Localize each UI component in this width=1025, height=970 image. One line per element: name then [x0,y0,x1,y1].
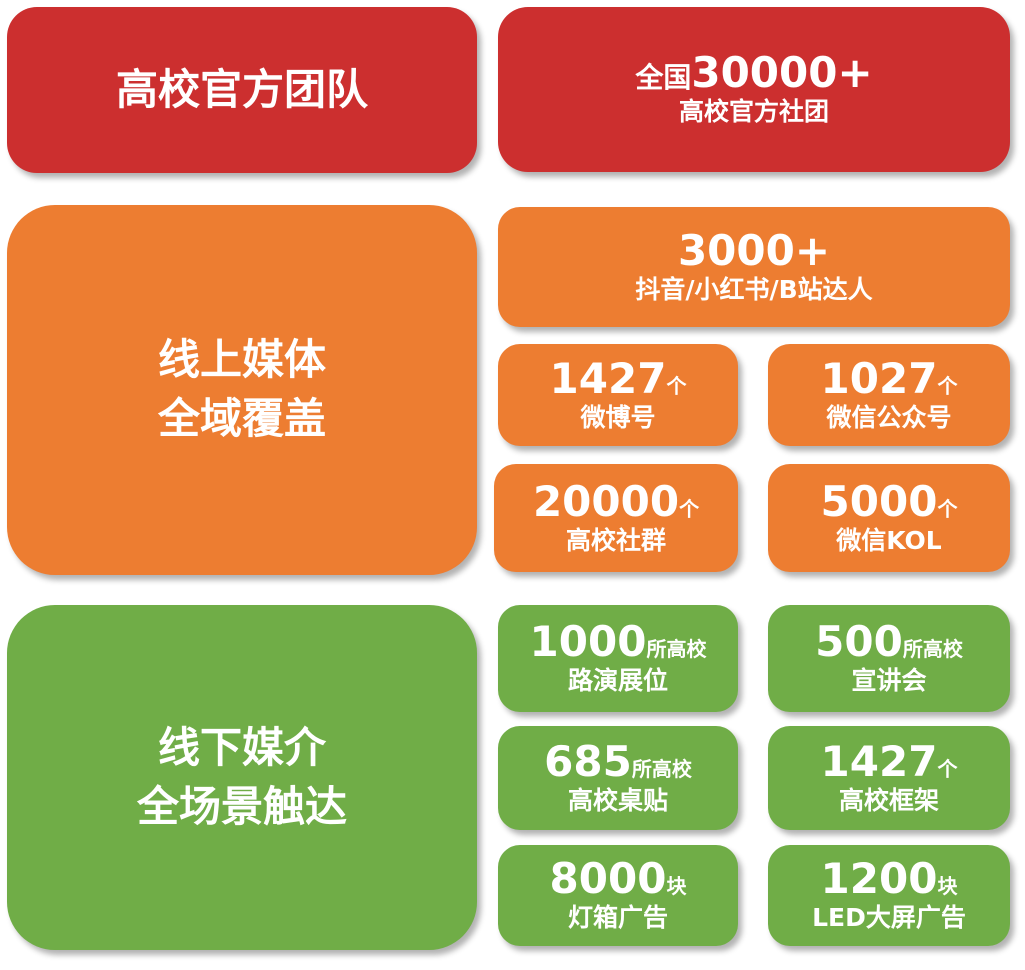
stat-label: 抖音/小红书/B站达人 [635,274,873,304]
stat-number: 1200 [820,854,938,904]
team-title: 高校官方团队 [115,64,368,114]
offline-stat-2: 685所高校 高校桌贴 [498,726,738,830]
stat-label: 高校社群 [565,525,666,555]
offline-stat-0: 1000所高校 路演展位 [498,605,738,712]
stat-number: 685 [544,736,632,786]
team-prefix: 全国 [635,61,692,95]
team-label: 高校官方社团 [678,97,829,127]
online-title-box: 线上媒体 全域覆盖 [7,205,477,575]
stat-number: 5000 [820,476,938,526]
stat-label: 宣讲会 [851,666,927,696]
stat-unit: 个 [937,756,958,781]
stat-unit: 个 [937,496,958,521]
team-stat-box: 全国30000+ 高校官方社团 [498,7,1010,172]
stat-label: LED大屏广告 [812,903,966,933]
online-stat-2: 1027个 微信公众号 [768,344,1010,446]
stat-unit: 所高校 [631,756,692,781]
online-stat-4: 5000个 微信KOL [768,464,1010,572]
stat-label: 微信公众号 [826,402,952,432]
stat-unit: 块 [937,874,958,899]
offline-title-line1: 线下媒介 [157,722,326,772]
team-number: 30000+ [691,48,873,98]
stat-unit: 个 [937,373,958,398]
team-title-box: 高校官方团队 [7,7,477,173]
online-stat-0: 3000+ 抖音/小红书/B站达人 [498,207,1010,327]
stat-number: 1000 [529,617,647,667]
online-title-line2: 全域覆盖 [157,394,326,443]
stat-label: 高校桌贴 [567,785,668,815]
stat-number: 8000 [549,854,667,904]
stat-number: 1027 [820,353,938,403]
stat-unit: 个 [666,373,687,398]
offline-title-line2: 全场景触达 [136,781,347,831]
online-title-line1: 线上媒体 [157,335,326,385]
stat-label: 高校框架 [838,785,939,815]
offline-stat-5: 1200块 LED大屏广告 [768,845,1010,946]
stat-label: 微博号 [580,402,656,432]
stat-number: 500 [815,617,903,667]
stat-label: 路演展位 [567,666,668,696]
stat-number: 1427 [820,736,938,786]
online-stat-3: 20000个 高校社群 [494,464,738,572]
stat-number: 20000 [532,476,680,526]
offline-stat-3: 1427个 高校框架 [768,726,1010,830]
stat-label: 灯箱广告 [567,903,668,933]
stat-unit: 所高校 [902,637,963,662]
stat-unit: 所高校 [646,637,707,662]
stat-number: 1427 [549,353,667,403]
offline-stat-1: 500所高校 宣讲会 [768,605,1010,712]
stat-label: 微信KOL [836,525,942,555]
offline-stat-4: 8000块 灯箱广告 [498,845,738,946]
stat-unit: 个 [679,496,700,521]
online-stat-1: 1427个 微博号 [498,344,738,446]
offline-title-box: 线下媒介 全场景触达 [7,605,477,950]
stat-number: 3000+ [677,225,831,275]
stat-unit: 块 [666,874,687,899]
